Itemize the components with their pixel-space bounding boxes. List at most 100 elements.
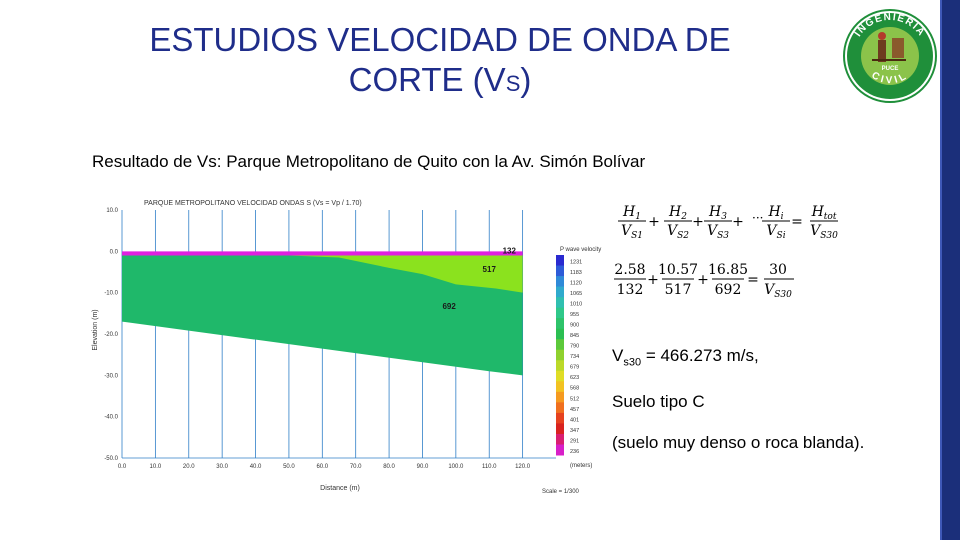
x-tick-label: 60.0 — [316, 464, 328, 470]
svg-text:CIVIL: CIVIL — [870, 70, 911, 86]
x-tick-label: 30.0 — [216, 464, 228, 470]
plus-sign: + — [647, 272, 659, 288]
numeric-num-3: 16.85 — [708, 262, 748, 278]
layer-692 — [122, 255, 523, 376]
x-tick-label: 110.0 — [482, 464, 497, 470]
right-edge-bar — [942, 0, 960, 540]
legend-swatch — [556, 370, 564, 382]
title-line-2: CORTE (VS) — [60, 60, 820, 104]
legend-swatch — [556, 307, 564, 319]
slide-subtitle: Resultado de Vs: Parque Metropolitano de… — [92, 152, 646, 171]
x-tick-label: 90.0 — [417, 464, 429, 470]
generic-term-2-den: VS2 — [667, 223, 689, 241]
legend-swatch — [556, 328, 564, 340]
y-axis-label: Elevation (m) — [92, 309, 99, 350]
legend-swatch — [556, 339, 564, 351]
legend-value: 291 — [570, 438, 579, 444]
plus-sign: + — [697, 272, 709, 288]
generic-rhs-num: Htot — [811, 204, 837, 222]
legend-swatch — [556, 381, 564, 393]
legend-value: 1010 — [570, 302, 582, 308]
title-line-2-sub: S — [505, 71, 521, 96]
title-line-2-end: ) — [520, 61, 532, 98]
y-tick-label: 10.0 — [106, 208, 118, 214]
legend-value: 1231 — [570, 259, 582, 265]
scale-note: Scale = 1/300 — [542, 489, 580, 495]
legend-value: 401 — [570, 417, 579, 423]
legend-swatch — [556, 412, 564, 424]
generic-term-2-num: H2 — [668, 204, 687, 222]
numeric-den-3: 692 — [715, 282, 742, 298]
numeric-num-2: 10.57 — [658, 262, 698, 278]
legend-value: 1183 — [570, 270, 582, 276]
title-line-1: ESTUDIOS VELOCIDAD DE ONDA DE — [149, 21, 731, 58]
vs30-sub: s30 — [623, 356, 642, 369]
x-axis-label: Distance (m) — [320, 485, 360, 492]
legend-title: P wave velocity — [560, 247, 601, 253]
faculty-logo: INGENIERIA CIVIL PUCE — [843, 9, 937, 103]
legend-value: 679 — [570, 365, 579, 371]
generic-term-1-num: H1 — [622, 204, 641, 222]
x-tick-label: 10.0 — [150, 464, 162, 470]
legend-value: 623 — [570, 375, 579, 381]
velocity-section-chart: PARQUE METROPOLITANO VELOCIDAD ONDAS S (… — [90, 190, 610, 500]
generic-term-3-num: H3 — [708, 204, 727, 222]
layer-132 — [122, 251, 523, 256]
numeric-rhs-num: 30 — [769, 262, 787, 278]
layer-517 — [122, 254, 523, 293]
legend-swatch — [556, 265, 564, 277]
x-tick-label: 100.0 — [448, 464, 464, 470]
legend-value: 790 — [570, 344, 579, 350]
logo-text-bottom: CIVIL — [870, 70, 908, 86]
legend-value: 734 — [570, 354, 579, 360]
legend-value: 236 — [570, 449, 579, 455]
x-tick-label: 20.0 — [183, 464, 195, 470]
legend-value: 512 — [570, 396, 579, 402]
legend-swatch — [556, 433, 564, 445]
legend-swatch — [556, 276, 564, 288]
legend-swatch — [556, 318, 564, 330]
logo-figure-icon — [878, 40, 886, 62]
legend-swatch — [556, 402, 564, 414]
x-tick-label: 50.0 — [283, 464, 295, 470]
legend-swatch — [556, 349, 564, 361]
legend-swatch — [556, 297, 564, 309]
generic-term-3-den: VS3 — [707, 223, 729, 241]
y-tick-label: -30.0 — [104, 373, 118, 379]
layer-label-692: 692 — [442, 302, 456, 311]
chart-title: PARQUE METROPOLITANO VELOCIDAD ONDAS S (… — [144, 200, 362, 207]
y-tick-label: -40.0 — [104, 415, 118, 421]
vs30-result: Vs30 = 466.273 m/s, — [612, 346, 759, 368]
x-tick-label: 40.0 — [250, 464, 262, 470]
ellipsis: ··· — [752, 211, 763, 225]
y-tick-label: -50.0 — [104, 456, 118, 462]
soil-description: (suelo muy denso o roca blanda). — [612, 433, 865, 452]
legend-value: 845 — [570, 333, 579, 339]
right-edge-line — [940, 0, 942, 540]
plus-sign: + — [692, 214, 704, 230]
legend-swatch — [556, 391, 564, 403]
legend-swatch — [556, 255, 564, 267]
x-tick-label: 80.0 — [383, 464, 395, 470]
layer-label-132: 132 — [503, 246, 517, 255]
legend-value: 457 — [570, 407, 579, 413]
legend-value: 568 — [570, 386, 579, 392]
x-unit-label: (meters) — [570, 463, 592, 469]
generic-term-1-den: VS1 — [621, 223, 643, 241]
layer-label-517: 517 — [483, 265, 497, 274]
x-tick-label: 70.0 — [350, 464, 362, 470]
equals-sign: = — [791, 214, 803, 230]
legend-value: 955 — [570, 312, 579, 318]
legend-value: 1120 — [570, 280, 582, 286]
generic-term-4-den: VSi — [766, 223, 785, 241]
generic-rhs-den: VS30 — [810, 223, 838, 241]
legend-value: 900 — [570, 323, 579, 329]
numeric-den-2: 517 — [665, 282, 692, 298]
x-tick-label: 120.0 — [515, 464, 531, 470]
vs30-value: = 466.273 m/s, — [641, 346, 759, 365]
legend-swatch — [556, 360, 564, 372]
y-tick-label: 0.0 — [110, 249, 119, 255]
legend-value: 1065 — [570, 291, 582, 297]
plus-sign: + — [648, 214, 660, 230]
